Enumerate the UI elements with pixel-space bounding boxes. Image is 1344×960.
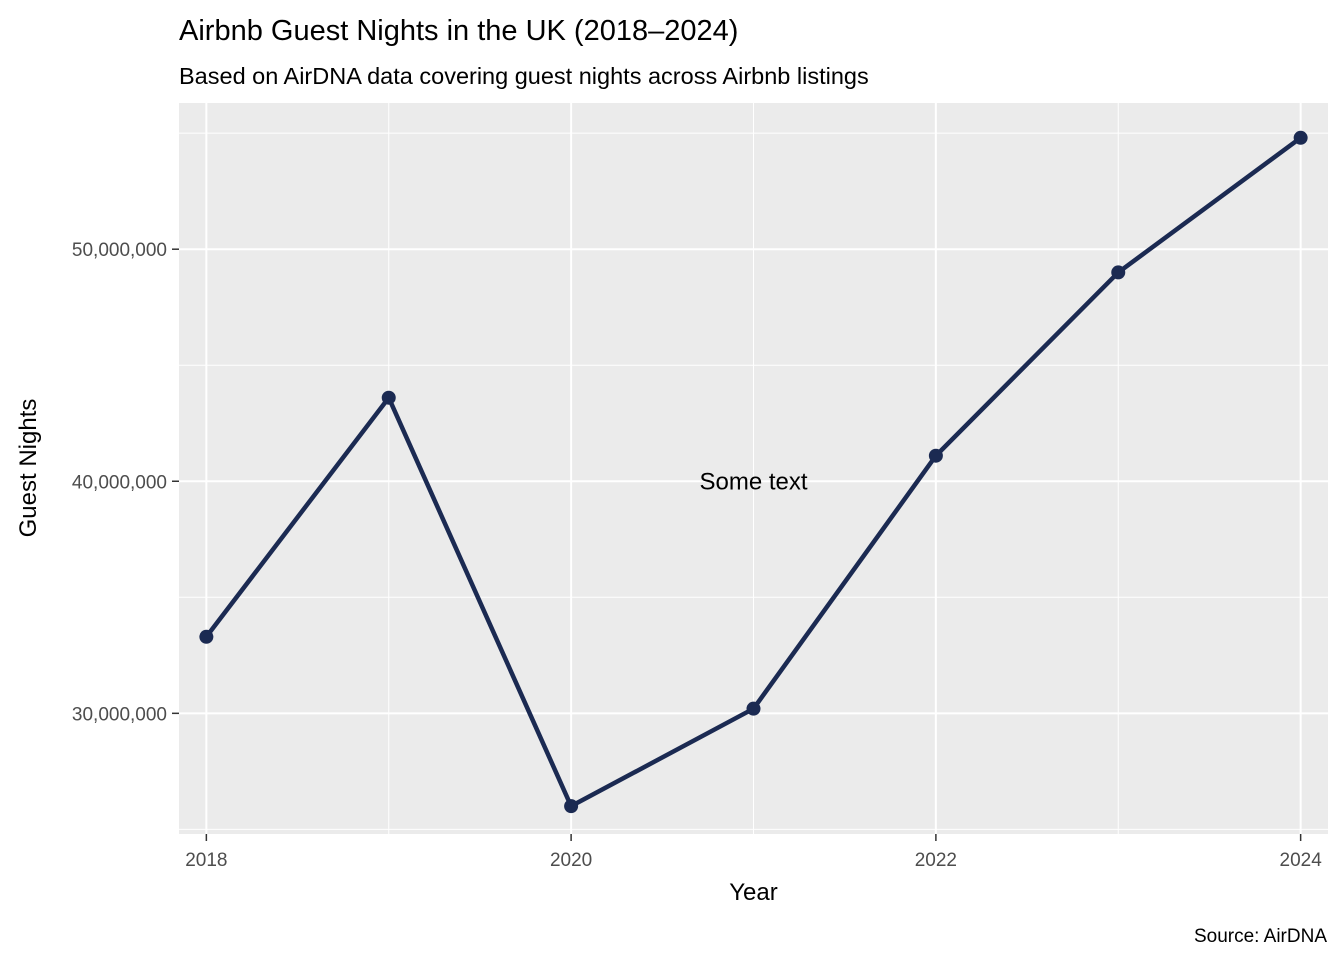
chart-title: Airbnb Guest Nights in the UK (2018–2024… <box>179 15 738 47</box>
data-points <box>199 130 1308 814</box>
y-tick-label: 40,000,000 <box>72 472 167 493</box>
source-caption: Source: AirDNA <box>1194 926 1327 947</box>
chart-subtitle: Based on AirDNA data covering guest nigh… <box>179 63 869 89</box>
data-point <box>1111 265 1126 280</box>
x-tick-label: 2020 <box>550 850 592 871</box>
y-tick-label: 30,000,000 <box>72 704 167 725</box>
x-tick-label: 2022 <box>915 850 957 871</box>
data-point <box>1293 130 1308 145</box>
data-point <box>928 448 943 463</box>
x-axis-title: Year <box>729 879 778 906</box>
x-axis: 2018 2020 2022 2024 <box>185 834 1322 871</box>
y-axis-title: Guest Nights <box>15 399 42 538</box>
data-point <box>381 390 396 405</box>
y-tick-label: 50,000,000 <box>72 240 167 261</box>
minor-gridlines <box>179 103 1328 834</box>
y-axis: 30,000,000 40,000,000 50,000,000 <box>72 240 179 725</box>
major-gridlines <box>179 103 1328 834</box>
data-point <box>746 701 761 716</box>
x-tick-label: 2018 <box>185 850 227 871</box>
annotation-text: Some text <box>699 468 807 495</box>
x-tick-label: 2024 <box>1280 850 1323 871</box>
data-point <box>199 629 214 644</box>
data-point <box>564 799 579 814</box>
